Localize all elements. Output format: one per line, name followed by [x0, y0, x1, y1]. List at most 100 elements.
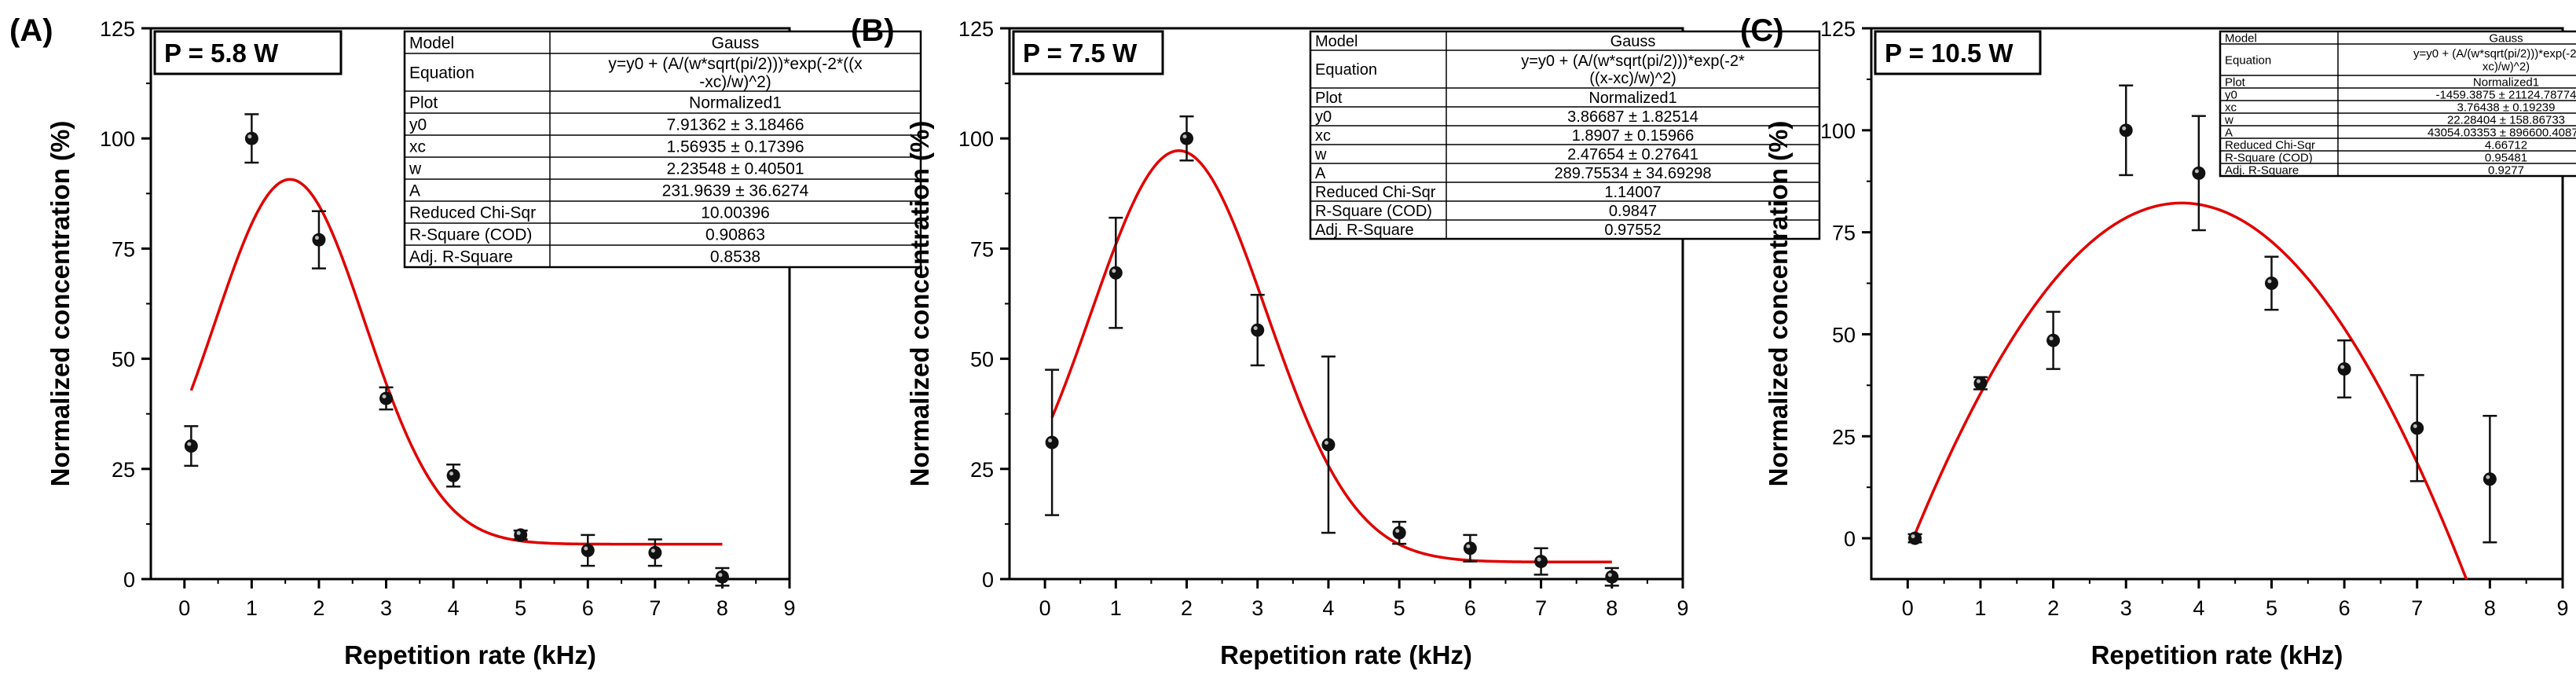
fit-table-value: 0.9277 [2488, 163, 2524, 177]
x-tick-label: 4 [2193, 596, 2204, 620]
x-tick-label: 0 [1902, 596, 1914, 620]
data-point-highlight [2486, 475, 2490, 479]
fit-table-value: Gauss [712, 35, 760, 53]
data-point [1251, 323, 1265, 337]
data-point [312, 233, 326, 247]
power-badge-text: P = 5.8 W [164, 38, 279, 68]
fit-table-value: 10.00396 [701, 204, 770, 222]
data-point-highlight [1607, 573, 1612, 578]
y-axis-title: Normalized concentration (%) [46, 121, 75, 487]
data-point [2410, 421, 2424, 435]
fit-table-key: y0 [409, 116, 427, 134]
fit-table-value: Gauss [1610, 33, 1656, 50]
x-tick-label: 1 [246, 596, 258, 620]
fit-table-key: Plot [1315, 90, 1343, 107]
y-tick-label: 50 [1832, 323, 1856, 346]
fit-table-key: Equation [1315, 61, 1377, 79]
power-badge [1012, 30, 1164, 75]
fit-table-key: xc [409, 138, 426, 156]
data-point-highlight [2267, 279, 2272, 284]
x-tick-label: 3 [380, 596, 392, 620]
data-point-highlight [187, 442, 192, 446]
data-point-highlight [718, 573, 723, 578]
fit-table-key: Model [409, 35, 454, 53]
fit-table-value: 1.14007 [1604, 184, 1661, 201]
x-tick-label: 5 [2266, 596, 2277, 620]
data-point-highlight [1537, 557, 1541, 562]
fit-table-value: -1459.3875 ± 21124.78774 [2436, 88, 2576, 101]
fit-table-key: A [2225, 126, 2233, 139]
x-tick-label: 6 [582, 596, 594, 620]
fit-table: Model Gauss Equation y=y0 + (A/(w*sqrt(pi/2… [403, 30, 922, 269]
fit-curve [1050, 149, 1612, 564]
data-point [648, 545, 662, 559]
y-tick-label: 125 [958, 17, 994, 41]
fit-table-key: Equation [409, 64, 475, 82]
chart-panel-b: (B) 0 1 2 3 4 5 6 7 8 9 0 25 50 75 100 125 Repetition rat… [851, 13, 1821, 669]
data-point [1534, 555, 1548, 569]
fit-table-key: Equation [2225, 53, 2271, 67]
fit-table: Model Gauss Equation y=y0 + (A/(w*sqrt(pi/2… [2219, 30, 2576, 178]
fit-table-key: y0 [1315, 108, 1332, 126]
y-tick-label: 75 [112, 237, 135, 261]
x-tick-label: 0 [178, 596, 190, 620]
x-tick-label: 4 [448, 596, 460, 620]
fit-table-value: 2.23548 ± 0.40501 [666, 160, 804, 178]
fit-table-value-line: y=y0 + (A/(w*sqrt(pi/2)))*exp(-2*((x [608, 55, 863, 73]
fit-table-value-line: ((x-xc)/w)^2) [1589, 70, 1676, 87]
fit-table-key: y0 [2225, 88, 2237, 101]
fit-table-key: Reduced Chi-Sqr [409, 204, 536, 222]
y-tick-label: 125 [1820, 17, 1856, 41]
fit-table-value: 7.91362 ± 3.18466 [666, 116, 804, 134]
fit-table-key: Reduced Chi-Sqr [1315, 184, 1436, 201]
x-tick-label: 8 [1606, 596, 1618, 620]
data-point [1392, 526, 1406, 540]
data-point-highlight [1976, 379, 1981, 383]
data-point-highlight [1048, 438, 1053, 443]
panel-label: (B) [851, 13, 895, 48]
fit-table-value-line: y=y0 + (A/(w*sqrt(pi/2)))*exp(-2*((x- [2413, 47, 2576, 60]
fit-table-key: R-Square (COD) [1315, 203, 1432, 220]
data-point [379, 391, 394, 405]
y-tick-label: 125 [100, 17, 135, 41]
data-point-highlight [1182, 134, 1187, 139]
y-tick-label: 100 [100, 127, 135, 151]
data-point-highlight [584, 546, 588, 551]
fit-table-key: Adj. R-Square [409, 248, 513, 266]
y-tick-label: 0 [982, 568, 994, 592]
data-point-highlight [1324, 440, 1328, 445]
x-tick-label: 6 [2339, 596, 2351, 620]
fit-table-value: 0.8538 [710, 248, 760, 266]
x-axis-title: Repetition rate (kHz) [2091, 640, 2343, 669]
fit-table-value: Normalized1 [1588, 90, 1676, 107]
fit-table-key: xc [1315, 127, 1331, 145]
y-tick-label: 75 [970, 237, 994, 261]
data-point [1108, 266, 1123, 280]
data-point [2483, 472, 2497, 486]
y-tick-label: 75 [1832, 222, 1856, 245]
power-badge [1874, 30, 2042, 75]
fit-table-frame [1309, 30, 1821, 240]
data-point-highlight [2049, 336, 2054, 341]
y-tick-label: 50 [970, 348, 994, 372]
data-point-highlight [2413, 424, 2417, 428]
x-tick-label: 7 [2411, 596, 2423, 620]
fit-table-key: R-Square (COD) [409, 226, 532, 244]
fit-table-value: 3.86687 ± 1.82514 [1567, 108, 1698, 126]
fit-table-value: 2.47654 ± 0.27641 [1567, 146, 1698, 163]
y-axis-title: Normalized concentration (%) [1764, 121, 1793, 487]
fit-table-value: y=y0 + (A/(w*sqrt(pi/2)))*exp(-2*((x-xc)… [608, 55, 863, 91]
fit-table-value: 43054.03353 ± 896600.40877 [2428, 126, 2576, 139]
fit-table-key: w [409, 160, 422, 178]
fit-table-key: Adj. R-Square [1315, 222, 1414, 239]
fit-table-value: y=y0 + (A/(w*sqrt(pi/2)))*exp(-2*((x-xc)… [2413, 47, 2576, 74]
fit-table-frame [2219, 30, 2576, 178]
x-tick-label: 8 [716, 596, 728, 620]
y-tick-label: 100 [958, 127, 994, 151]
data-point-highlight [1395, 529, 1400, 534]
panel-label: (C) [1740, 13, 1784, 48]
chart-panel-a: (A) 0 1 2 3 4 5 6 7 8 9 0 25 50 75 100 125 Repetition rat… [9, 13, 922, 669]
fit-table-key: R-Square (COD) [2225, 151, 2313, 164]
fit-table-value: 0.97552 [1604, 222, 1661, 239]
